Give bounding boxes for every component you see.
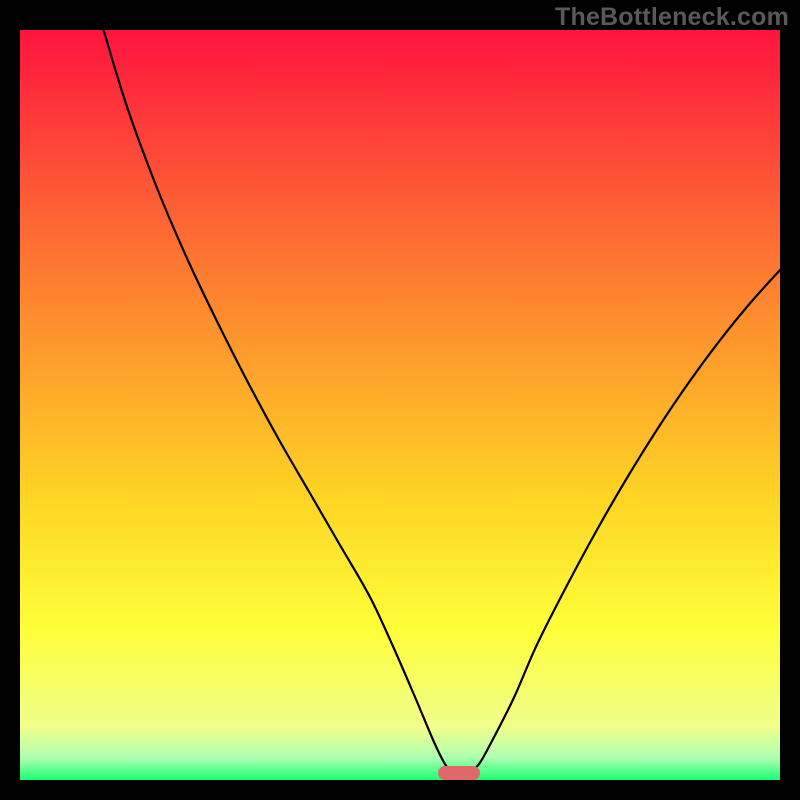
optimal-marker bbox=[438, 766, 480, 780]
watermark-text: TheBottleneck.com bbox=[555, 3, 789, 32]
bottleneck-curve bbox=[20, 30, 780, 780]
chart-frame: TheBottleneck.com bbox=[0, 0, 800, 800]
plot-area bbox=[20, 30, 780, 780]
